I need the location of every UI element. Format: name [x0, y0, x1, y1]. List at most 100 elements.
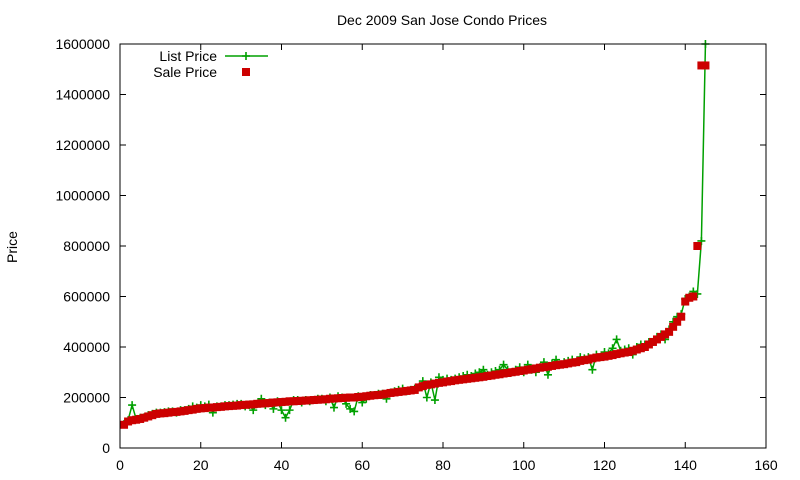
sale-price-point [204, 403, 213, 412]
sale-price-point [592, 353, 601, 362]
sale-price-point [410, 385, 419, 394]
sale-price-point [584, 355, 593, 364]
sale-price-point [354, 392, 363, 401]
list-price-point [430, 396, 439, 405]
y-tick-label: 200000 [63, 390, 110, 406]
sale-price-point [669, 322, 678, 331]
sale-price-point [362, 392, 371, 401]
sale-price-point [604, 351, 613, 360]
sale-price-point [564, 359, 573, 368]
sale-price-point [673, 317, 682, 326]
y-tick-label: 1200000 [55, 137, 110, 153]
sale-price-point [527, 365, 536, 374]
sale-price-point [636, 344, 645, 353]
sale-price-point [350, 393, 359, 402]
sale-price-point [378, 390, 387, 399]
sale-price-point [693, 242, 702, 250]
sale-price-point [140, 413, 149, 422]
sale-price-point [552, 361, 561, 370]
sale-price-point [241, 400, 250, 409]
sale-price-point [317, 395, 326, 404]
sale-price-point [467, 374, 476, 383]
chart-title: Dec 2009 San Jose Condo Prices [337, 12, 547, 28]
list-price-point [543, 370, 552, 379]
sale-price-point [689, 292, 698, 301]
sale-price-point [471, 373, 480, 382]
sale-price-point [455, 375, 464, 384]
sale-price-point [560, 360, 569, 369]
sale-price-point [297, 396, 306, 405]
sale-price-point [196, 404, 205, 413]
list-price-point [329, 403, 338, 412]
sale-price-point [499, 369, 508, 378]
sale-price-point [451, 376, 460, 385]
sale-price-point [309, 396, 318, 405]
sale-price-point [148, 411, 157, 420]
y-tick-label: 1600000 [55, 36, 110, 52]
sale-price-point [612, 350, 621, 359]
sale-price-point [523, 365, 532, 374]
sale-price-point [366, 391, 375, 400]
sale-price-point [208, 403, 217, 412]
list-price-point [128, 401, 137, 410]
sale-price-point [491, 370, 500, 379]
sale-price-point [273, 398, 282, 407]
sale-price-point [697, 61, 706, 70]
sale-price-point [398, 387, 407, 396]
legend-marker-sale-price [242, 68, 250, 76]
sale-price-point [257, 399, 266, 408]
list-price-line [123, 43, 707, 425]
sale-price-point [426, 380, 435, 389]
y-tick-label: 1000000 [55, 188, 110, 204]
sale-price-point [434, 378, 443, 387]
sale-price-point [313, 395, 322, 404]
sale-price-point [329, 394, 338, 403]
sale-price-point [346, 393, 355, 402]
sale-price-point [406, 386, 415, 395]
sale-price-point [539, 363, 548, 372]
list-price-point [697, 236, 706, 245]
sale-price-point [665, 327, 674, 336]
sale-price-point [531, 364, 540, 373]
sale-price-point [200, 404, 209, 413]
sale-price-point [342, 393, 351, 402]
x-tick-label: 120 [593, 457, 617, 473]
sale-price-point [402, 386, 411, 395]
sale-price-point [144, 412, 153, 421]
x-tick-label: 40 [274, 457, 290, 473]
sale-price-point [596, 353, 605, 362]
sale-price-point [358, 392, 367, 401]
list-price-point [350, 407, 359, 416]
sale-price-point [515, 366, 524, 375]
sale-price-point [184, 406, 193, 415]
sale-price-point [576, 356, 585, 365]
y-axis-label: Price [4, 231, 20, 263]
sale-price-point [261, 399, 270, 408]
sale-price-point [164, 408, 173, 417]
sale-price-point [229, 401, 238, 410]
sale-price-point [588, 354, 597, 363]
sale-price-point [172, 407, 181, 416]
sale-price-point [277, 398, 286, 407]
sale-price-point [289, 397, 298, 406]
sale-price-point [160, 409, 169, 418]
sale-price-point [677, 312, 686, 321]
sale-price-point [152, 409, 161, 418]
sale-price-point [394, 387, 403, 396]
sale-price-point [382, 389, 391, 398]
sale-price-point [305, 396, 314, 405]
sale-price-point [301, 396, 310, 405]
sale-price-point [535, 363, 544, 372]
sale-price-point [233, 401, 242, 410]
sale-price-point [156, 409, 165, 418]
sale-price-point [459, 375, 468, 384]
sale-price-point [216, 402, 225, 411]
sale-price-point [648, 337, 657, 346]
sale-price-point [414, 383, 423, 392]
sale-price-point [543, 362, 552, 371]
sale-price-point [237, 401, 246, 410]
sale-price-point [176, 407, 185, 416]
list-price-point [608, 344, 617, 353]
sale-price-point [640, 343, 649, 351]
